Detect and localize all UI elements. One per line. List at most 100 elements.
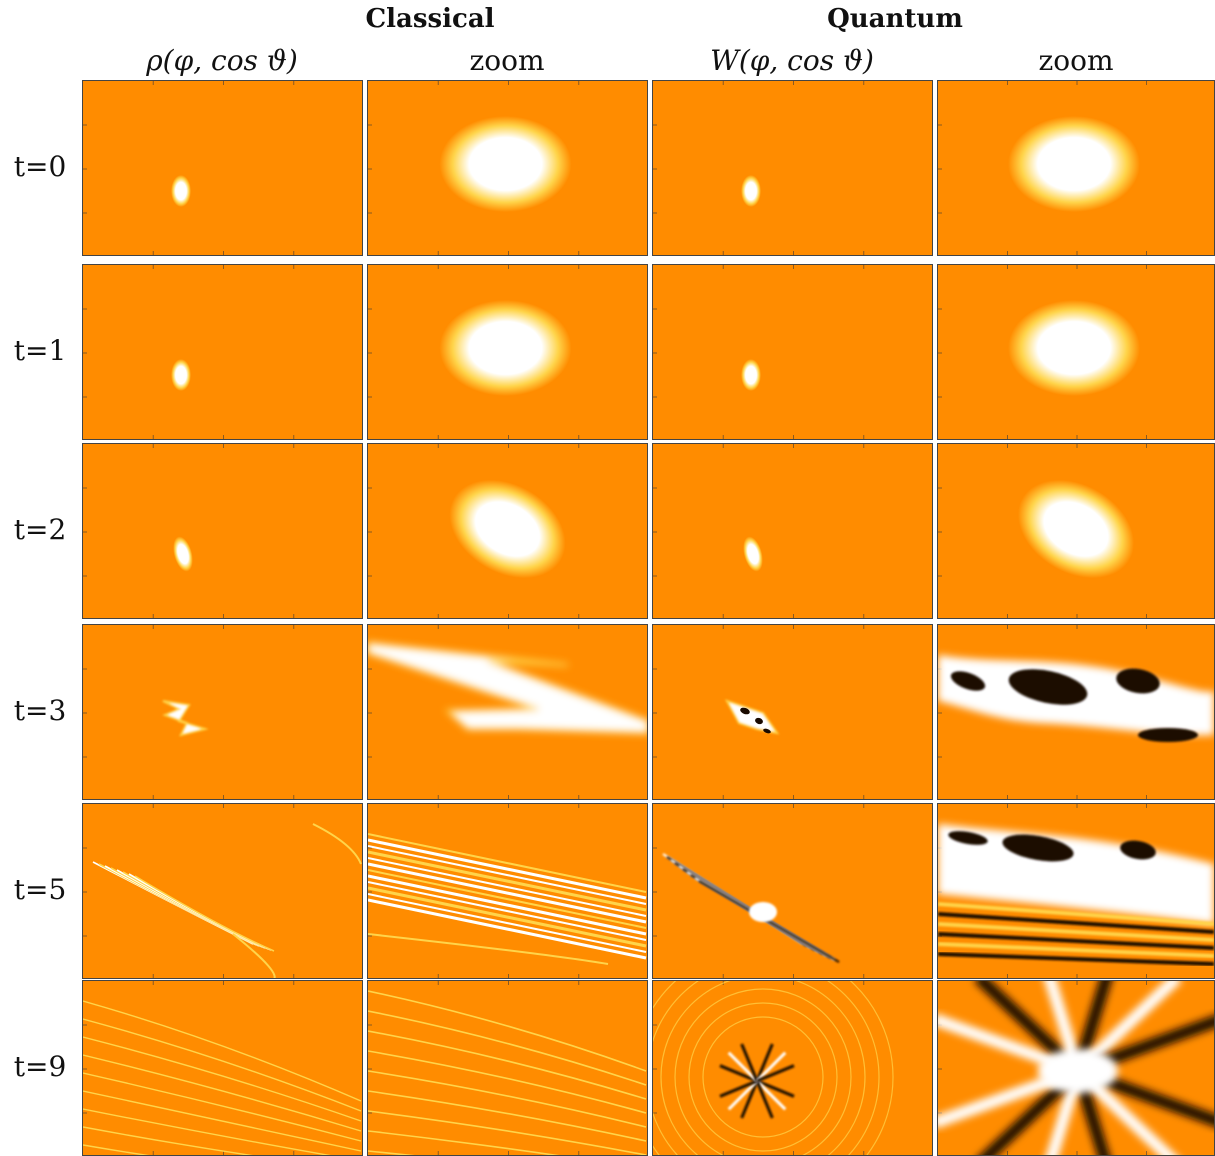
- density-filament: [755, 1043, 774, 1082]
- panel-t1-col2: [367, 264, 648, 440]
- panel-t1-col4: [937, 264, 1215, 440]
- panel-t3-col3: [652, 624, 933, 800]
- panel-t5-col1: [82, 803, 363, 979]
- density-filament: [740, 1043, 759, 1082]
- panel-t1-col3: [652, 264, 933, 440]
- density-peak: [743, 536, 763, 572]
- density-filament: [232, 933, 276, 978]
- axis-ticks: [83, 981, 295, 1155]
- density-plot: [368, 625, 647, 799]
- row-label-t-0: t=0: [13, 150, 67, 183]
- panel-t0-col3: [652, 80, 933, 256]
- axis-ticks: [368, 444, 580, 618]
- density-filament: [938, 932, 1214, 950]
- density-filament: [740, 1080, 759, 1119]
- density-feature: [1002, 834, 1074, 862]
- density-filament: [727, 1051, 759, 1083]
- panel-t5-col3: [652, 803, 933, 979]
- density-plot: [653, 81, 932, 255]
- density-feature: [1138, 728, 1198, 742]
- density-plot: [368, 444, 647, 618]
- density-filament: [368, 893, 647, 953]
- panel-t3-col4: [937, 624, 1215, 800]
- column-label-quantum-zoom: zoom: [1038, 44, 1114, 77]
- panel-t5-col4: [937, 803, 1215, 979]
- density-filament: [755, 1051, 787, 1083]
- density-plot: [83, 81, 362, 255]
- panel-t2-col2: [367, 443, 648, 619]
- density-plot: [938, 625, 1214, 799]
- panel-t9-col1: [82, 980, 363, 1156]
- density-filament: [368, 850, 647, 912]
- panel-t2-col4: [937, 443, 1215, 619]
- density-filament: [755, 1079, 787, 1111]
- density-filament: [938, 942, 1214, 958]
- density-feature: [755, 717, 763, 725]
- density-filament: [83, 1144, 150, 1155]
- density-peak: [1008, 300, 1140, 396]
- row-label-t-9: t=9: [13, 1050, 67, 1083]
- density-filament: [368, 990, 647, 1072]
- density-filament: [83, 1018, 362, 1112]
- density-filament: [938, 922, 1214, 942]
- density-filament: [368, 881, 647, 941]
- density-filament: [134, 875, 275, 952]
- density-filament: [83, 1090, 362, 1152]
- panel-t3-col1: [82, 624, 363, 800]
- density-peak: [741, 359, 761, 391]
- row-label-t-1: t=1: [13, 334, 67, 367]
- axis-ticks: [653, 804, 865, 978]
- density-plot: [653, 804, 932, 978]
- density-plot: [938, 265, 1214, 439]
- axis-ticks: [83, 804, 295, 978]
- density-feature: [740, 707, 750, 715]
- classical-title: Classical: [365, 4, 495, 34]
- density-peak: [439, 116, 572, 212]
- density-plot: [83, 981, 362, 1155]
- axis-ticks: [653, 81, 865, 255]
- quantum-title: Quantum: [827, 4, 963, 34]
- density-filament: [83, 1036, 362, 1122]
- panel-t9-col4: [937, 980, 1215, 1156]
- density-plot: [653, 444, 932, 618]
- density-filament: [368, 1090, 647, 1142]
- column-label-wigner: W(φ, cos ϑ): [710, 44, 874, 77]
- axis-ticks: [368, 981, 580, 1155]
- axis-ticks: [368, 265, 580, 439]
- panel-t9-col2: [367, 980, 648, 1156]
- panel-t0-col4: [937, 80, 1215, 256]
- density-filament: [756, 1064, 795, 1083]
- axis-ticks: [368, 625, 580, 799]
- density-plot: [368, 81, 647, 255]
- axis-ticks: [368, 81, 580, 255]
- axis-ticks: [653, 444, 865, 618]
- panel-t2-col1: [82, 443, 363, 619]
- panel-t2-col3: [652, 443, 933, 619]
- density-filament: [719, 1079, 758, 1098]
- row-label-t-2: t=2: [13, 513, 67, 546]
- density-feature: [950, 671, 986, 691]
- density-plot: [368, 981, 647, 1155]
- density-filament: [368, 838, 647, 900]
- density-filament: [368, 845, 647, 905]
- axis-ticks: [938, 444, 1147, 618]
- density-peak: [1017, 479, 1135, 579]
- density-peak: [171, 175, 191, 207]
- density-plot: [653, 981, 932, 1155]
- panel-t3-col2: [367, 624, 648, 800]
- density-filament: [755, 1080, 774, 1119]
- density-filament: [368, 641, 647, 735]
- density-peak: [449, 479, 566, 579]
- density-plot: [83, 804, 362, 978]
- density-filament: [83, 1126, 253, 1155]
- density-filament: [698, 880, 840, 963]
- density-plot: [368, 265, 647, 439]
- density-feature: [749, 902, 777, 922]
- density-filament: [938, 902, 1214, 926]
- column-label-classical-zoom: zoom: [469, 44, 545, 77]
- panel-t1-col1: [82, 264, 363, 440]
- density-filament: [368, 898, 647, 960]
- density-filament: [368, 1010, 647, 1086]
- density-plot: [653, 265, 932, 439]
- density-filament: [83, 1072, 362, 1142]
